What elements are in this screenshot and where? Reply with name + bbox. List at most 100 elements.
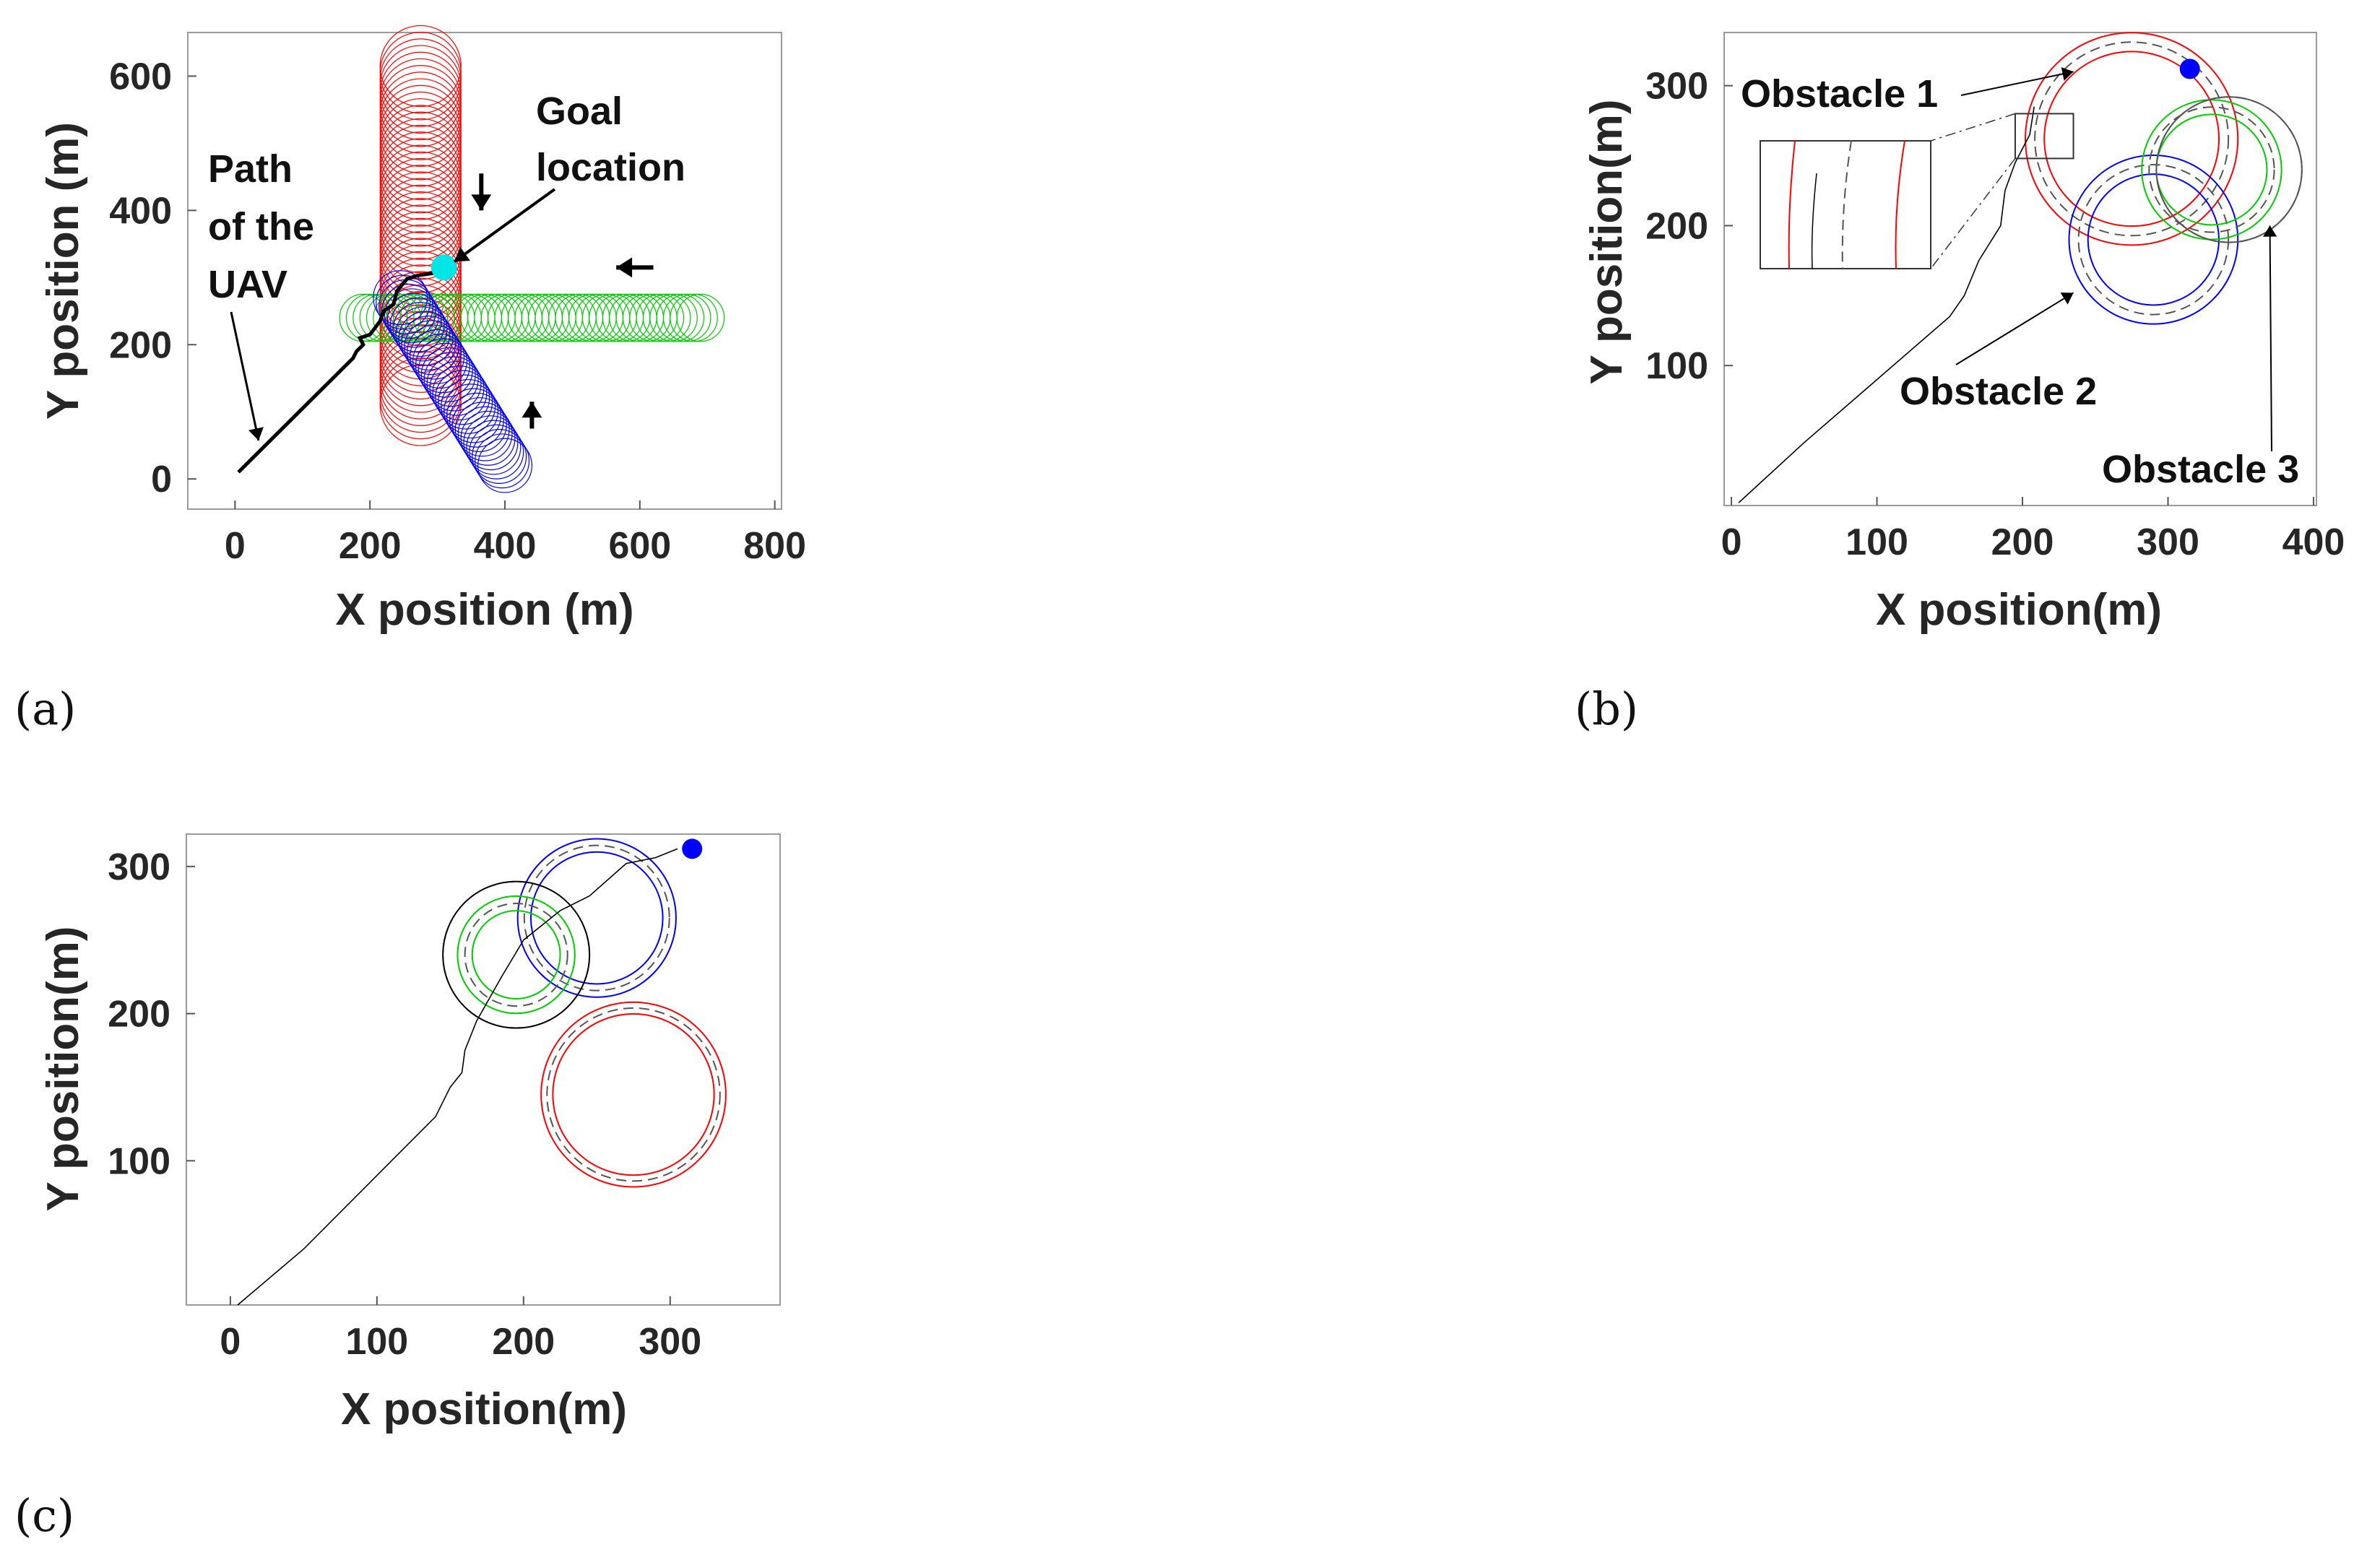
obstacle-blue-circle (435, 370, 490, 425)
zoom-source-box (2014, 113, 2074, 160)
chart-a-frame (187, 32, 782, 510)
obstacle-green-outer-circle (2141, 99, 2282, 240)
panel-label-a: (a) (14, 682, 77, 735)
obstacle-blue-outer-circle (2068, 154, 2239, 325)
obstacle-red-circle (379, 304, 462, 386)
chart-b-ticks: 0 100 200 300 400 100 200 300 (1645, 66, 2345, 563)
obstacle-blue-circle (417, 342, 473, 398)
obstacle-blue-circle (376, 274, 431, 330)
obstacle-2-pointer-head (2060, 292, 2074, 305)
zoom-red-inner-arc (1788, 140, 1796, 269)
obstacle-red-circle (379, 25, 462, 108)
chart-a-xlabel: X position (m) (335, 585, 633, 635)
obstacle-blue-circle (2087, 173, 2220, 306)
chart-b-ytick-label: 100 (1645, 345, 1708, 387)
obstacle-red-circle (379, 84, 462, 167)
obstacle-red-safety-ring (546, 1007, 721, 1182)
chart-b-zoom-inset (1760, 113, 2074, 269)
obstacle-blue-circle (389, 297, 445, 352)
obstacle-red-circle (379, 98, 462, 181)
chart-b-uav-path (1738, 106, 2035, 503)
chart-b-frame (1723, 32, 2317, 506)
obstacle-red-circle (379, 244, 462, 326)
obstacle-1-pointer-head (2061, 66, 2074, 81)
obstacle-green-circle (345, 293, 394, 342)
obstacle-red-circle (2043, 51, 2220, 227)
chart-b-xtick-label: 100 (1845, 521, 1908, 563)
path-label-line-1: Path (208, 147, 293, 191)
obstacle-red-circle (379, 331, 462, 413)
obstacle-red-circle (379, 45, 462, 127)
goal-label-pointer-head (454, 246, 470, 262)
chart-c-obstacles (442, 838, 727, 1188)
obstacle-red-circle (379, 138, 462, 220)
goal-label-line-2: location (536, 146, 685, 189)
obstacle-blue-circle (454, 402, 510, 457)
obstacle-green-outer-circle (456, 895, 576, 1015)
motion-arrow-2-head (616, 257, 633, 278)
obstacle-red-circle (379, 178, 462, 260)
obstacle-3-label: Obstacle 3 (2102, 448, 2299, 491)
zoom-connector-top (1930, 113, 2016, 142)
obstacle-blue-circle (451, 397, 507, 453)
chart-a-ytick-label: 400 (109, 190, 172, 232)
zoom-path-segment (1811, 173, 1817, 269)
obstacle-blue-circle (466, 420, 522, 475)
obstacle-blue-circle (432, 365, 488, 421)
obstacle-blue-circle (423, 352, 479, 407)
obstacle-red-circle (379, 111, 462, 194)
obstacle-1-label: Obstacle 1 (1741, 72, 1938, 116)
obstacle-blue-outer-circle (516, 838, 677, 998)
chart-c-xtick-label: 0 (220, 1321, 241, 1363)
chart-c-ytick-label: 300 (108, 846, 170, 888)
obstacle-red-circle (379, 184, 462, 267)
obstacle-blue-circle (449, 392, 504, 448)
goal-label-pointer-shaft (453, 188, 556, 263)
obstacle-red-circle (379, 224, 462, 307)
obstacle-blue-circle (410, 329, 465, 384)
chart-a: 0 200 400 600 800 0 200 400 600 X position (m) Y… (38, 25, 806, 635)
path-label-line-3: UAV (208, 263, 287, 306)
chart-c-xtick-label: 100 (345, 1321, 408, 1363)
obstacle-blue-circle (401, 316, 456, 370)
obstacle-green-circle (359, 293, 408, 342)
obstacle-2-pointer-shaft (1955, 292, 2074, 365)
obstacle-blue-circle (441, 378, 496, 434)
obstacle-red-circle (379, 144, 462, 227)
chart-b-obstacles (2025, 32, 2303, 325)
goal-label-line-1: Goal (536, 90, 623, 133)
obstacle-red-circle (379, 38, 462, 121)
chart-a-arrows (230, 173, 654, 441)
obstacle-red-circle (379, 32, 462, 114)
chart-b-ytick-label: 200 (1645, 205, 1708, 247)
chart-a-xtick-label: 800 (743, 525, 806, 567)
chart-c-uav-path (237, 848, 678, 1306)
obstacle-blue-circle (404, 320, 459, 376)
chart-c-ylabel: Y position(m) (38, 927, 88, 1212)
obstacle-blue-circle (407, 324, 462, 380)
obstacle-red-circle (379, 131, 462, 214)
obstacle-red-circle (379, 51, 462, 134)
chart-b-xtick-label: 300 (2137, 521, 2199, 563)
path-label-line-2: of the (208, 205, 314, 248)
obstacle-red-circle (379, 151, 462, 234)
obstacle-red-circle (552, 1013, 715, 1176)
chart-b: 0 100 200 300 400 100 200 300 X position(m) Y p… (1582, 32, 2345, 635)
chart-a-uav-path (237, 270, 441, 474)
obstacle-red-circle (379, 324, 462, 407)
obstacle-blue-circle (398, 311, 454, 366)
obstacle-black-circle (442, 880, 591, 1029)
obstacle-red-circle (379, 271, 462, 353)
chart-c-xtick-label: 300 (639, 1321, 701, 1363)
panel-label-b: (b) (1575, 682, 1639, 735)
obstacle-green-safety-ring (464, 903, 568, 1007)
obstacle-inflated-circle (2155, 96, 2303, 243)
obstacle-blue-circle (477, 438, 532, 493)
obstacle-blue-safety-ring (523, 844, 670, 992)
obstacle-blue-circle (475, 433, 530, 489)
chart-a-xtick-label: 0 (225, 525, 246, 567)
chart-b-ylabel: Y position(m) (1582, 100, 1632, 385)
chart-c-xlabel: X position(m) (341, 1384, 627, 1434)
obstacle-red-circle (379, 71, 462, 154)
obstacle-red-circle (379, 251, 462, 334)
